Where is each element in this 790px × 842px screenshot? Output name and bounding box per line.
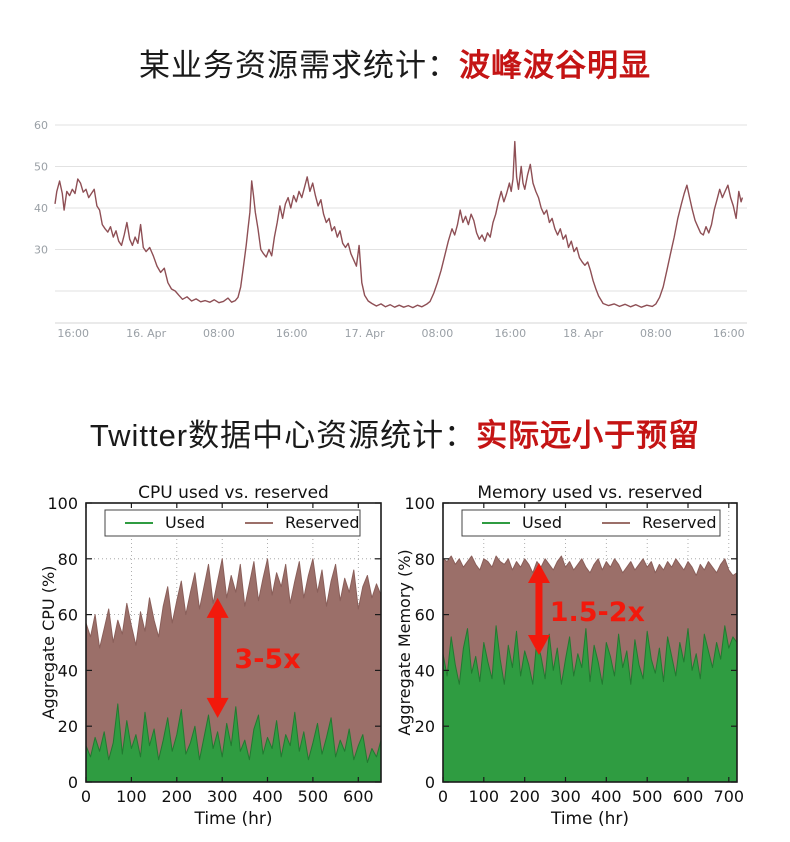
svg-text:08:00: 08:00 <box>422 327 454 340</box>
svg-text:0: 0 <box>425 773 435 792</box>
svg-text:08:00: 08:00 <box>640 327 672 340</box>
svg-text:200: 200 <box>509 787 540 806</box>
svg-text:60: 60 <box>34 119 48 132</box>
svg-text:Reserved: Reserved <box>642 513 716 532</box>
section1-title-text: 某业务资源需求统计： <box>139 48 459 83</box>
svg-text:20: 20 <box>415 717 435 736</box>
svg-text:80: 80 <box>58 550 78 569</box>
svg-text:08:00: 08:00 <box>203 327 235 340</box>
svg-text:Aggregate Memory (%): Aggregate Memory (%) <box>398 549 414 735</box>
svg-text:100: 100 <box>116 787 147 806</box>
svg-text:0: 0 <box>68 773 78 792</box>
svg-text:16:00: 16:00 <box>494 327 526 340</box>
svg-text:200: 200 <box>162 787 193 806</box>
svg-text:80: 80 <box>415 550 435 569</box>
svg-text:17. Apr: 17. Apr <box>345 327 385 340</box>
svg-text:600: 600 <box>673 787 704 806</box>
svg-text:40: 40 <box>58 661 78 680</box>
svg-text:Time (hr): Time (hr) <box>193 809 272 829</box>
section1-title-highlight: 波峰波谷明显 <box>459 48 651 83</box>
svg-text:400: 400 <box>252 787 283 806</box>
svg-text:1.5-2x: 1.5-2x <box>550 597 645 628</box>
section2-title: Twitter数据中心资源统计：实际远小于预留 <box>0 416 790 456</box>
svg-text:100: 100 <box>404 494 435 513</box>
svg-text:CPU used vs. reserved: CPU used vs. reserved <box>138 483 329 503</box>
svg-text:300: 300 <box>207 787 238 806</box>
svg-text:16. Apr: 16. Apr <box>126 327 166 340</box>
svg-text:Time (hr): Time (hr) <box>550 809 629 829</box>
svg-text:0: 0 <box>438 787 448 806</box>
svg-text:Memory used vs. reserved: Memory used vs. reserved <box>477 483 702 503</box>
svg-text:16:00: 16:00 <box>276 327 308 340</box>
svg-text:40: 40 <box>415 661 435 680</box>
svg-text:0: 0 <box>81 787 91 806</box>
cpu-used-vs-reserved-chart: 0 100 200 300 400 500 600 0 20 40 60 80 100 CPU used … <box>40 483 382 829</box>
svg-text:300: 300 <box>550 787 581 806</box>
svg-text:Aggregate CPU (%): Aggregate CPU (%) <box>40 566 58 720</box>
svg-text:Used: Used <box>165 513 205 532</box>
svg-text:700: 700 <box>714 787 745 806</box>
memory-used-vs-reserved-chart: 0 100 200 300 400 500 600 700 0 20 40 60 80 100 Memory… <box>398 483 745 829</box>
svg-text:18. Apr: 18. Apr <box>563 327 603 340</box>
svg-text:Reserved: Reserved <box>285 513 359 532</box>
section2-title-highlight: 实际远小于预留 <box>476 418 701 453</box>
section2-title-text: Twitter数据中心资源统计： <box>89 418 477 453</box>
svg-text:40: 40 <box>34 202 48 215</box>
svg-text:400: 400 <box>591 787 622 806</box>
svg-text:30: 30 <box>34 244 48 257</box>
svg-text:100: 100 <box>469 787 500 806</box>
svg-text:60: 60 <box>58 606 78 625</box>
svg-text:16:00: 16:00 <box>57 327 89 340</box>
svg-text:100: 100 <box>47 494 78 513</box>
svg-text:20: 20 <box>58 717 78 736</box>
svg-text:60: 60 <box>415 606 435 625</box>
section1-title: 某业务资源需求统计：波峰波谷明显 <box>0 46 790 86</box>
svg-text:Used: Used <box>522 513 562 532</box>
svg-text:50: 50 <box>34 161 48 174</box>
business-demand-line-chart: 30 40 50 60 16:00 16. Apr 08:00 16:00 17. Apr 08:… <box>34 119 747 340</box>
svg-text:500: 500 <box>298 787 329 806</box>
svg-text:3-5x: 3-5x <box>234 644 300 675</box>
svg-text:500: 500 <box>632 787 663 806</box>
svg-text:600: 600 <box>343 787 374 806</box>
svg-text:16:00: 16:00 <box>713 327 745 340</box>
